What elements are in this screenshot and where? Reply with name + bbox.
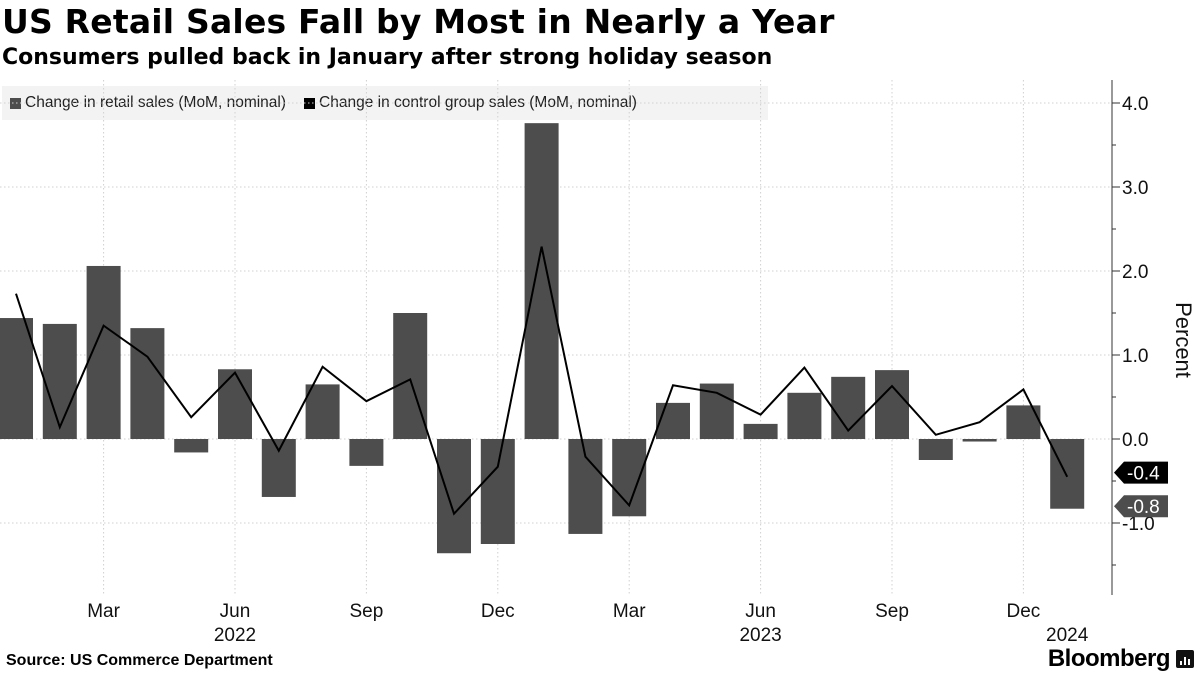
bar-2022-07 [261,439,296,497]
legend-label-control-group: Change in control group sales (MoM, nomi… [319,94,637,111]
x-axis: Mar Jun Sep Dec Mar Jun Sep Dec 2022 2023 2024 [87,601,1089,646]
x-tick-label-5: Jun [745,601,776,622]
bar-2023-01 [524,123,559,439]
bloomberg-icon [1176,650,1194,668]
bar-2022-01 [0,318,33,439]
legend-label-retail-sales: Change in retail sales (MoM, nominal) [25,94,287,111]
end-label-text-1: -0.8 [1127,497,1160,518]
bar-2023-11 [962,439,997,442]
bar-2022-06 [218,369,252,439]
end-label-text-0: -0.4 [1127,464,1160,485]
bar-2023-04 [656,402,690,439]
bar-2023-12 [1006,405,1041,439]
bar-2022-08 [305,384,340,439]
source-note: Source: US Commerce Department [6,652,273,669]
end-label-tag-0 [1114,461,1168,484]
bar-series [0,123,1085,554]
chart-title: US Retail Sales Fall by Most in Nearly a… [2,2,835,41]
end-label-tag-1 [1114,495,1168,518]
x-tick-label-6: Sep [875,601,909,622]
bar-2023-06 [743,423,778,439]
bar-2022-09 [349,439,384,466]
y-axis-title: Percent [1171,302,1196,378]
bar-2022-05 [174,439,209,453]
legend-item-retail-sales: Change in retail sales (MoM, nominal) [10,94,286,112]
bar-2022-10 [393,313,428,439]
x-tick-label-1: Jun [220,601,251,622]
x-year-label-2022: 2022 [214,625,256,646]
x-tick-label-0: Mar [87,601,120,622]
line-series [15,246,1069,516]
bar-2022-11 [437,439,471,554]
brand-logo: Bloomberg [1047,645,1171,672]
bar-2023-09 [875,370,909,439]
legend-swatch-control-group [304,97,316,109]
y-tick-label-5: -1.0 [1122,514,1155,535]
bar-2023-07 [787,392,822,439]
x-tick-label-4: Mar [613,601,646,622]
x-year-label-2024: 2024 [1046,625,1089,646]
y-tick-label-4: 0.0 [1122,430,1148,451]
bar-2023-10 [918,439,953,460]
bar-2024-01 [1050,439,1085,509]
x-year-label-2023: 2023 [739,625,781,646]
y-tick-label-0: 4.0 [1122,94,1148,115]
bar-2022-12 [480,439,515,544]
y-tick-label-3: 1.0 [1122,346,1148,367]
bar-2022-02 [42,323,77,439]
y-tick-label-2: 2.0 [1122,262,1148,283]
legend-swatch-retail-sales [10,97,21,109]
y-tick-label-1: 3.0 [1122,178,1148,199]
y-axis: 4.0 3.0 2.0 1.0 0.0 -1.0 Percent [1111,80,1196,595]
bar-2023-08 [831,376,866,439]
legend-item-control-group: Change in control group sales (MoM, nomi… [304,94,637,112]
bar-2022-04 [130,328,165,439]
x-tick-label-2: Sep [349,601,383,622]
x-tick-label-7: Dec [1007,601,1041,622]
chart-subtitle: Consumers pulled back in January after s… [2,45,773,70]
x-tick-label-3: Dec [481,601,515,622]
end-labels: -0.4 -0.8 [1114,461,1168,518]
